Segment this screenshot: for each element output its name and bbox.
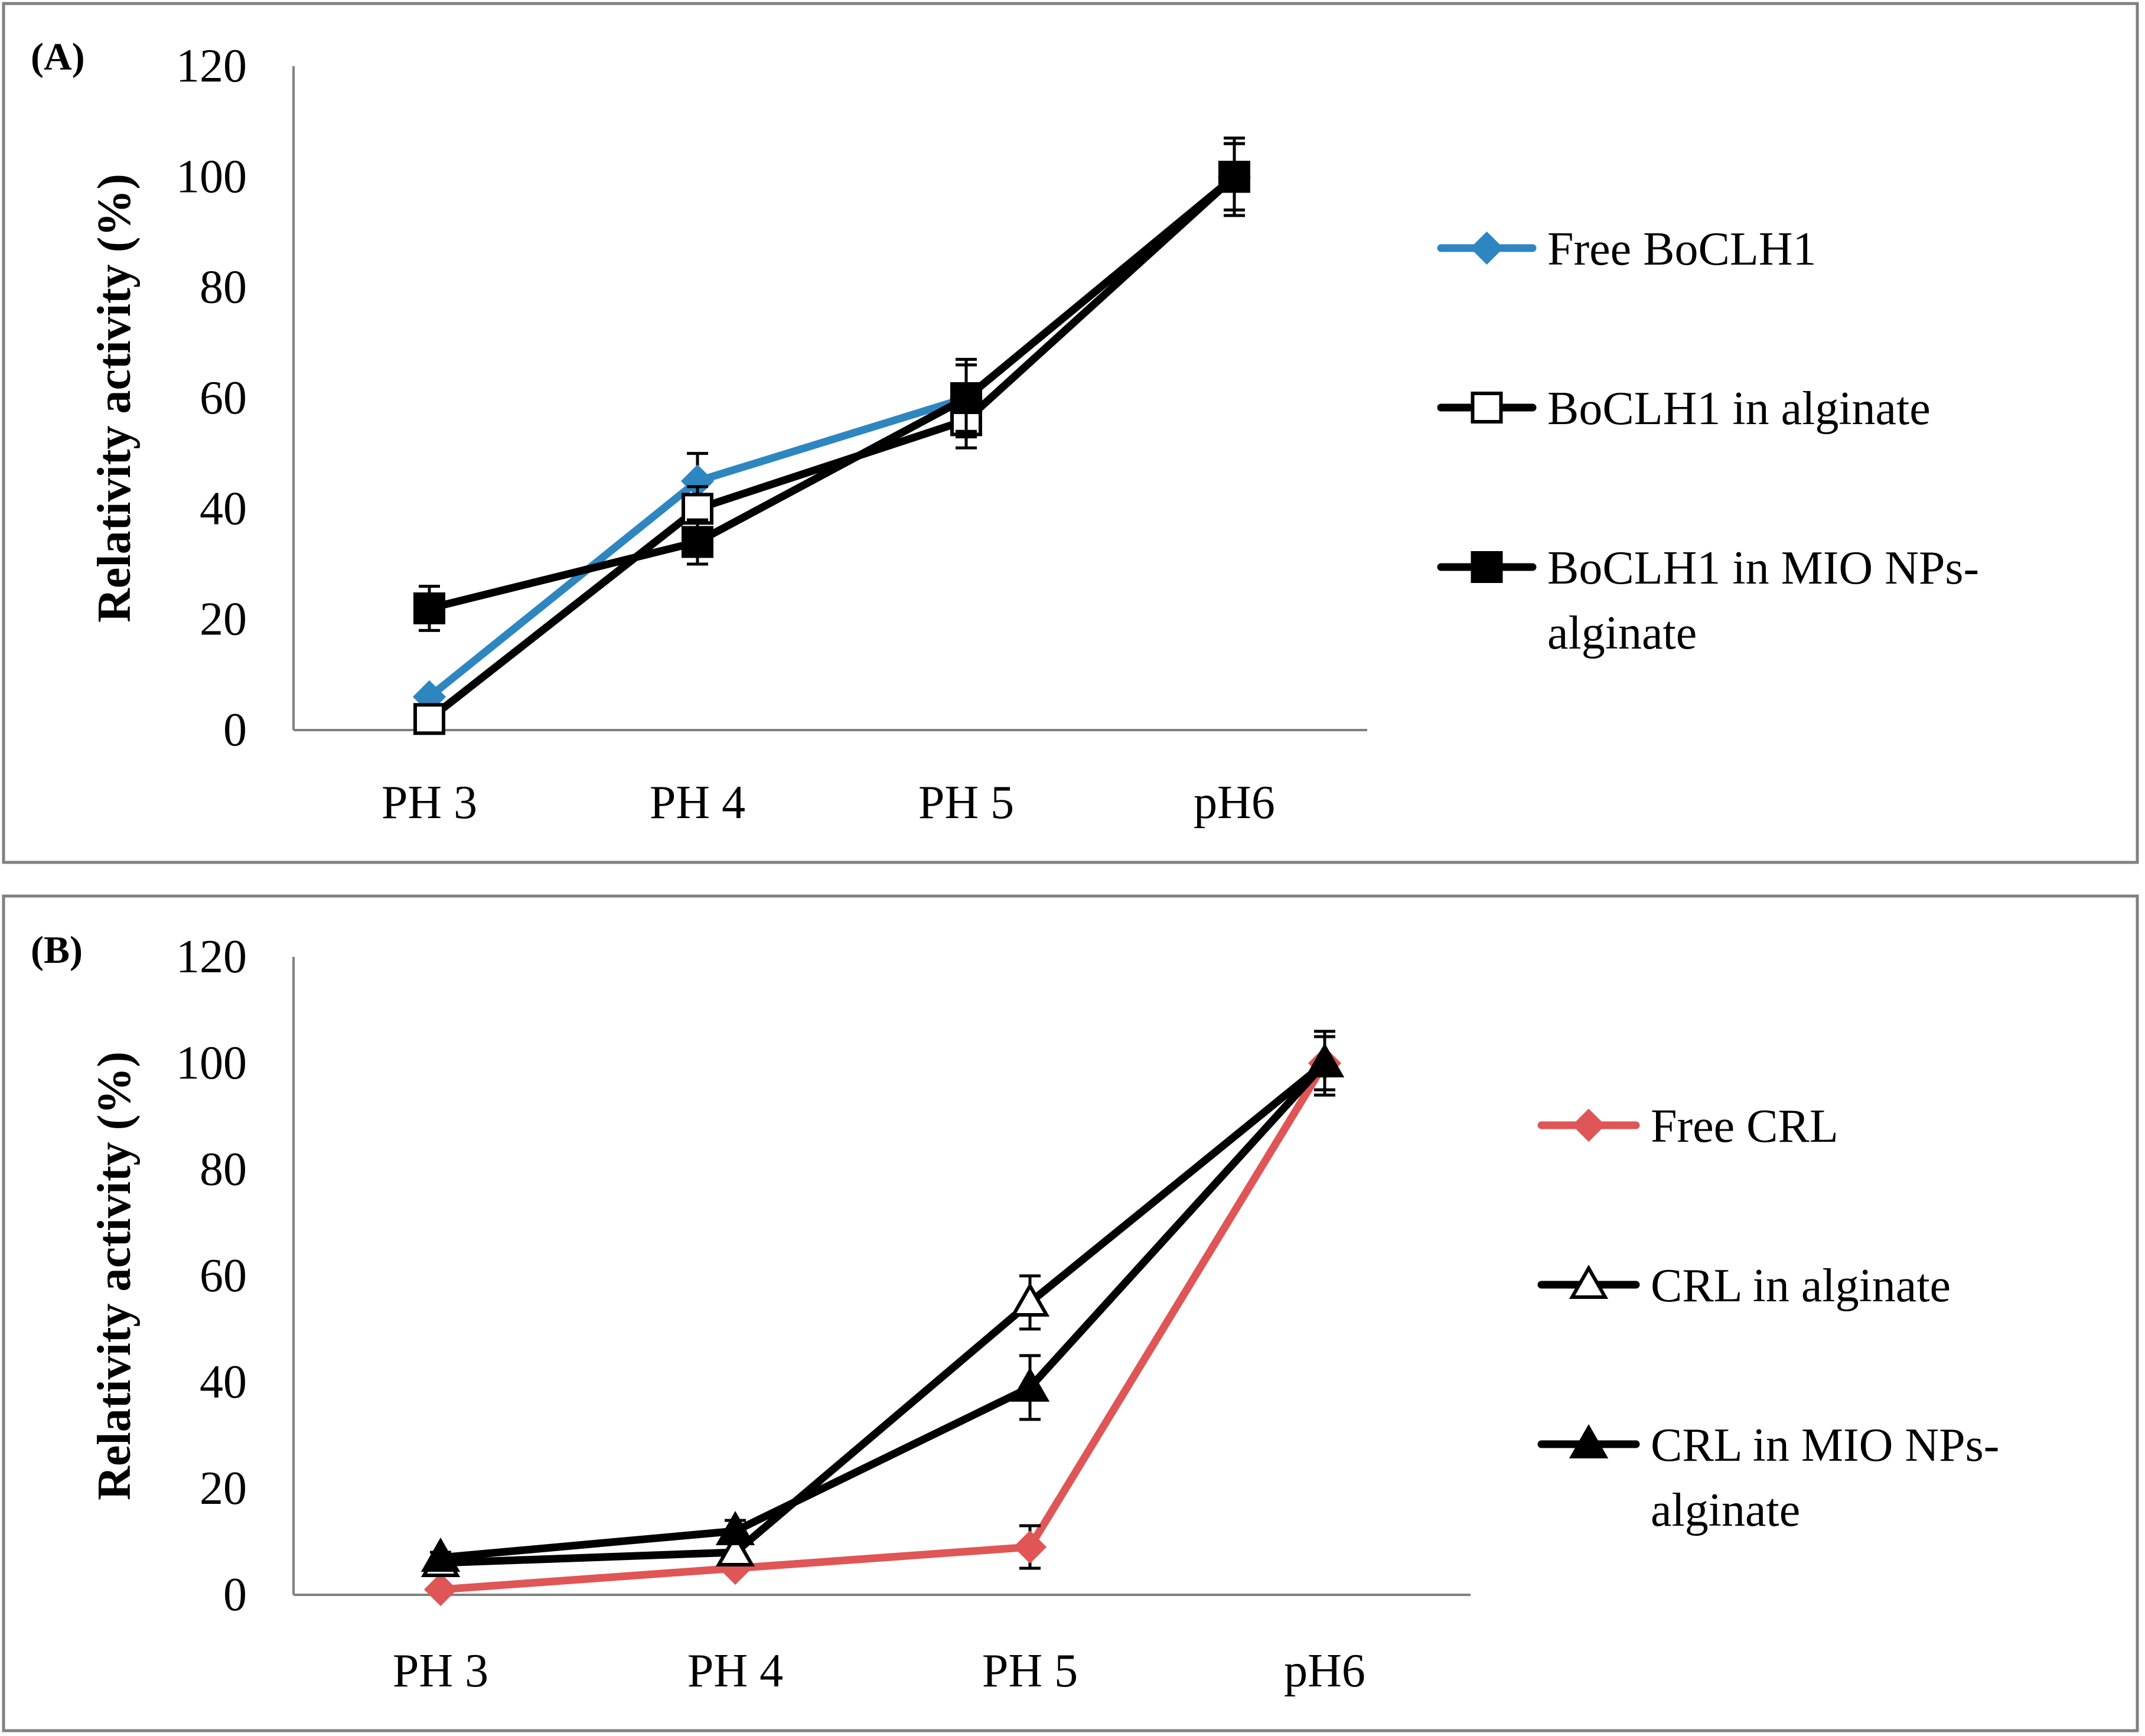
y-axis-title: Relativity activity (%): [89, 1051, 141, 1500]
y-tick-label: 40: [200, 483, 247, 535]
y-tick-label: 100: [176, 1037, 247, 1089]
y-tick-label: 120: [176, 931, 247, 983]
legend-marker: [1569, 1264, 1609, 1299]
data-point: [1010, 1282, 1050, 1317]
legend-label: CRL in MIO NPs-alginate: [1651, 1419, 1999, 1536]
data-point: [682, 526, 713, 558]
y-tick-label: 100: [176, 151, 247, 203]
panel-frame: [2, 2, 2139, 864]
y-tick-label: 80: [200, 262, 247, 314]
x-tick-label: pH6: [1284, 1645, 1365, 1697]
x-tick-label: PH 5: [918, 777, 1014, 829]
data-point: [715, 1510, 755, 1545]
legend-label: Free BoCLH1: [1547, 223, 1817, 275]
legend-label: Free CRL: [1651, 1100, 1838, 1152]
data-point: [715, 1532, 755, 1566]
y-tick-label: 20: [200, 1463, 247, 1514]
legend-label: CRL in alginate: [1651, 1260, 1951, 1312]
y-axis-title: Relativity activity (%): [89, 174, 141, 623]
legend-label: BoCLH1 in MIO NPs-alginate: [1547, 542, 1979, 659]
legend-marker: [1572, 1108, 1606, 1142]
panel-a: (A) 0 20 40 60 80 100 120 PH 3 PH 4 PH 5 pH6 Relativ…: [2, 2, 2139, 864]
data-point: [413, 592, 445, 624]
data-point: [1218, 161, 1250, 193]
data-point: [1010, 1367, 1050, 1402]
panel-label: (A): [31, 35, 85, 79]
y-tick-label: 40: [200, 1356, 247, 1408]
legend-label: BoCLH1 in alginate: [1547, 383, 1931, 435]
panel-label: (B): [31, 929, 83, 972]
panel-b: (B) 0 20 40 60 80 100 120 PH 3 PH 4 PH 5 pH6 Relativ…: [2, 894, 2139, 1732]
legend-marker: [1569, 1424, 1609, 1458]
x-tick-label: PH 3: [393, 1645, 488, 1697]
data-point: [950, 382, 982, 414]
y-tick-label: 20: [200, 594, 247, 646]
data-point: [1013, 1530, 1047, 1564]
y-tick-label: 60: [200, 372, 247, 424]
data-point: [420, 1537, 461, 1572]
x-tick-label: pH6: [1194, 777, 1275, 829]
y-tick-label: 0: [223, 704, 247, 756]
x-tick-label: PH 5: [982, 1645, 1078, 1697]
x-tick-label: PH 4: [687, 1645, 783, 1697]
data-point: [413, 703, 445, 735]
data-point: [1305, 1043, 1345, 1077]
data-point: [423, 1572, 458, 1607]
series-line: [436, 1059, 1329, 1594]
series-line: [425, 172, 1238, 613]
y-tick-label: 120: [176, 40, 247, 92]
y-tick-label: 60: [200, 1250, 247, 1302]
series-line: [436, 1059, 1329, 1562]
legend-marker: [1470, 231, 1504, 265]
series-line: [436, 1059, 1329, 1567]
x-tick-label: PH 4: [650, 777, 745, 829]
y-tick-label: 80: [200, 1144, 247, 1196]
series-line: [425, 172, 1238, 723]
y-tick-label: 0: [223, 1569, 247, 1621]
legend-marker: [1471, 551, 1503, 583]
panel-frame: [2, 894, 2139, 1732]
legend-marker: [1471, 392, 1503, 424]
x-tick-label: PH 3: [382, 777, 477, 829]
